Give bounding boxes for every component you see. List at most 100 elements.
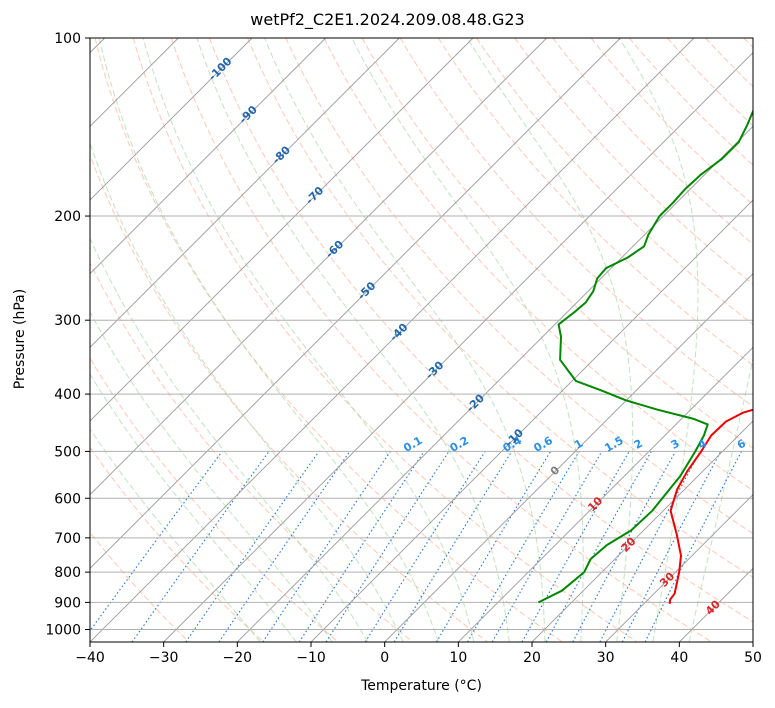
dry-adiabat bbox=[705, 38, 753, 88]
chart-title: wetPf2_C2E1.2024.209.08.48.G23 bbox=[250, 10, 525, 29]
dry-adiabat bbox=[285, 38, 753, 535]
y-tick-label: 300 bbox=[54, 313, 81, 329]
dry-adiabat bbox=[476, 38, 753, 326]
isotherm bbox=[90, 38, 326, 275]
mixing-ratio-line bbox=[298, 451, 425, 642]
isotherm-label: -90 bbox=[237, 103, 260, 126]
isotherm bbox=[531, 420, 753, 642]
line-labels: 0.10.20.40.611.52346810131620253036-100-… bbox=[206, 54, 774, 617]
isotherm bbox=[90, 38, 253, 201]
isotherm bbox=[679, 567, 753, 642]
dewpoint-profile bbox=[537, 108, 753, 604]
isotherm-label: -20 bbox=[464, 391, 487, 414]
mixing-ratio-line bbox=[599, 451, 701, 642]
dry-adiabat bbox=[132, 38, 638, 642]
data-series bbox=[537, 108, 753, 604]
dry-adiabat bbox=[247, 38, 753, 578]
plot-frame bbox=[89, 37, 754, 643]
background-lines bbox=[90, 38, 753, 642]
isotherm-label: -100 bbox=[206, 54, 235, 83]
x-tick-label: −40 bbox=[75, 650, 105, 666]
dry-adiabat bbox=[90, 261, 414, 642]
moist-adiabat bbox=[90, 311, 333, 642]
dry-adiabat bbox=[90, 531, 190, 642]
dry-adiabat bbox=[90, 446, 264, 642]
mixing-ratio-line bbox=[393, 451, 513, 642]
dry-adiabat bbox=[399, 38, 753, 408]
x-tick-label: 40 bbox=[670, 650, 688, 666]
x-tick-label: 50 bbox=[744, 650, 762, 666]
y-tick-label: 1000 bbox=[45, 622, 81, 638]
mixing-ratio-line bbox=[185, 451, 320, 642]
isotherm bbox=[605, 494, 753, 642]
isotherm bbox=[752, 641, 753, 642]
isotherm bbox=[384, 273, 753, 642]
mixing-ratio-label: 1 bbox=[572, 437, 585, 452]
isotherm bbox=[90, 38, 547, 496]
isotherm-label: 0 bbox=[548, 463, 563, 478]
dry-adiabat bbox=[743, 38, 753, 49]
temperature-profile bbox=[668, 408, 753, 604]
isotherm bbox=[163, 52, 753, 642]
moist-adiabat bbox=[264, 38, 546, 642]
x-tick-label: 10 bbox=[449, 650, 467, 666]
mixing-ratio-line bbox=[218, 451, 351, 642]
grid bbox=[90, 38, 753, 642]
dry-adiabat bbox=[590, 38, 753, 206]
moist-adiabat bbox=[196, 38, 510, 642]
dry-adiabat bbox=[437, 38, 753, 366]
isotherm bbox=[90, 38, 621, 569]
dry-adiabat bbox=[552, 38, 753, 245]
y-tick-label: 700 bbox=[54, 531, 81, 547]
dry-adiabat bbox=[209, 38, 753, 623]
mixing-ratio-line bbox=[435, 451, 552, 642]
x-tick-label: 0 bbox=[380, 650, 389, 666]
dry-adiabat bbox=[90, 357, 339, 642]
mixing-ratio-line bbox=[325, 451, 450, 642]
mixing-ratio-line bbox=[621, 451, 722, 642]
isotherm-label: 40 bbox=[703, 597, 723, 617]
mixing-ratio-line bbox=[262, 451, 391, 642]
moist-adiabat bbox=[688, 356, 753, 642]
mixing-ratio-line bbox=[521, 451, 630, 642]
mixing-ratio-label: 4 bbox=[696, 437, 709, 452]
isotherm-label: -70 bbox=[303, 184, 326, 207]
isotherm-label: 10 bbox=[585, 494, 605, 514]
y-tick-label: 100 bbox=[54, 31, 81, 47]
dry-adiabat bbox=[361, 38, 753, 449]
moist-adiabat bbox=[351, 38, 584, 642]
y-tick-label: 800 bbox=[54, 565, 81, 581]
y-tick-label: 600 bbox=[54, 491, 81, 507]
x-tick-label: −10 bbox=[296, 650, 326, 666]
x-axis-label: Temperature (°C) bbox=[361, 678, 482, 694]
mixing-ratio-label: 8 bbox=[761, 437, 774, 452]
isotherm-label: -80 bbox=[270, 143, 293, 166]
x-tick-label: 30 bbox=[597, 650, 615, 666]
moist-adiabat bbox=[90, 427, 261, 642]
isotherm bbox=[310, 199, 753, 642]
isotherm bbox=[458, 346, 753, 642]
moist-adiabat bbox=[90, 237, 369, 642]
moist-adiabat bbox=[90, 373, 297, 642]
y-tick-label: 200 bbox=[54, 209, 81, 225]
isotherm bbox=[90, 38, 474, 422]
mixing-ratio-line bbox=[572, 451, 676, 642]
isotherm bbox=[90, 38, 400, 348]
mixing-ratio-label: 6 bbox=[735, 437, 748, 452]
x-tick-label: 20 bbox=[523, 650, 541, 666]
isotherm bbox=[90, 38, 695, 642]
mixing-ratio-line bbox=[644, 451, 742, 642]
moist-adiabat bbox=[90, 141, 404, 642]
dry-adiabat bbox=[514, 38, 753, 285]
y-axis-label: Pressure (hPa) bbox=[12, 288, 28, 390]
y-tick-label: 500 bbox=[54, 444, 81, 460]
dry-adiabat bbox=[90, 153, 488, 642]
y-tick-label: 900 bbox=[54, 595, 81, 611]
dry-adiabat bbox=[628, 38, 753, 166]
dry-adiabat bbox=[170, 38, 712, 642]
x-tick-label: −30 bbox=[149, 650, 179, 666]
isotherm-label: -60 bbox=[323, 237, 346, 260]
moist-adiabat bbox=[142, 38, 475, 642]
moist-adiabat bbox=[98, 38, 439, 642]
